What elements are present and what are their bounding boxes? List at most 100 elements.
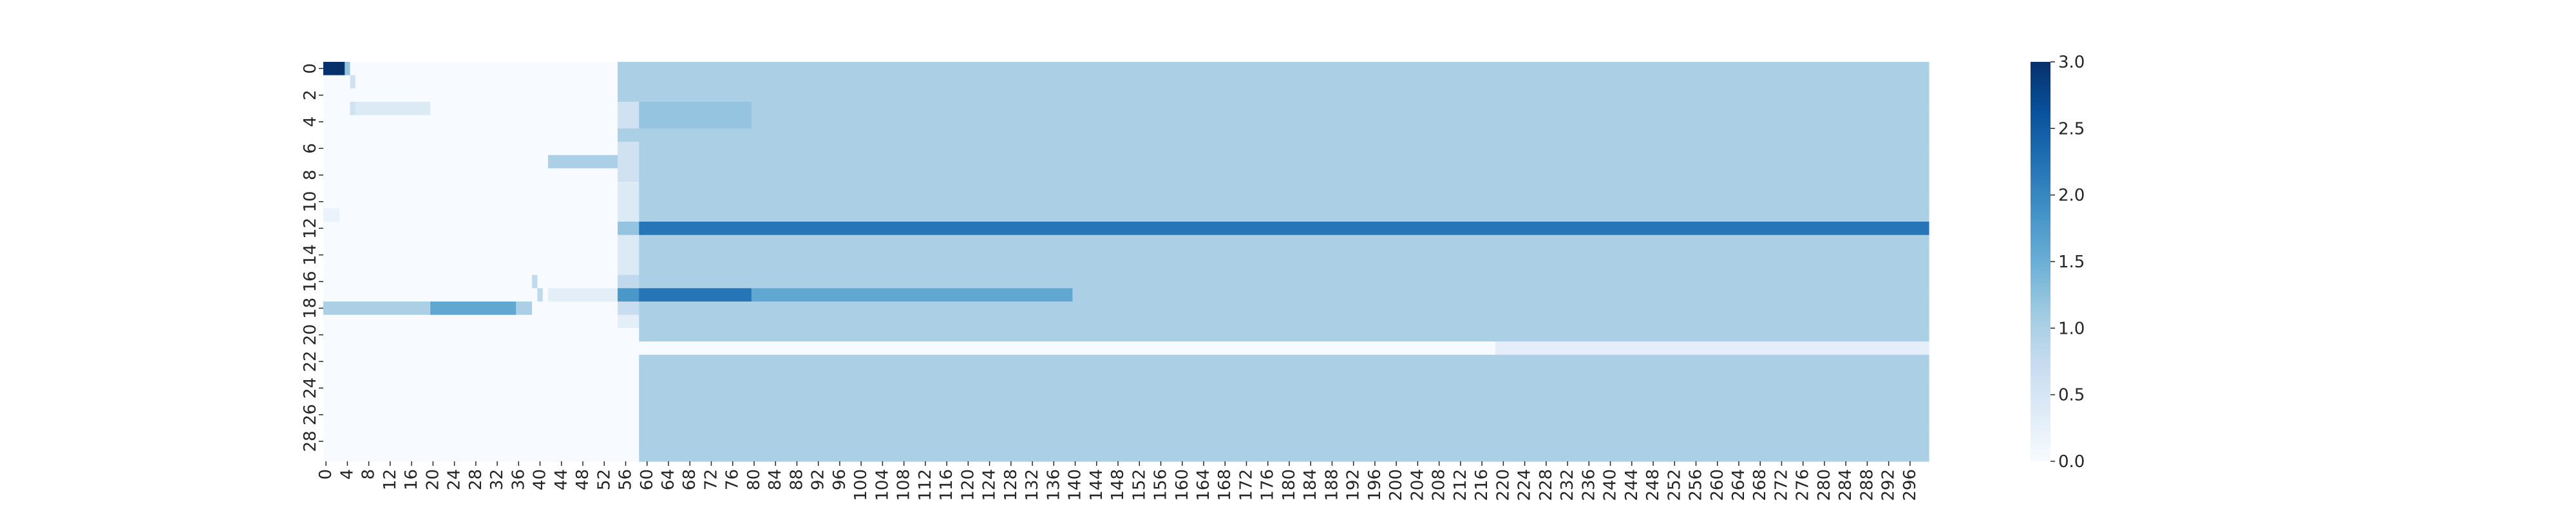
- x-tick-label: 264: [1729, 469, 1748, 501]
- x-tick-label: 168: [1215, 469, 1235, 501]
- heatmap-cell: [639, 288, 752, 302]
- heatmap-cell: [639, 368, 1929, 382]
- colorbar: 0.0 0.5 1.0 1.5 2.0 2.5 3.0: [2031, 53, 2085, 472]
- x-tick-label: 188: [1322, 469, 1341, 501]
- x-tick-label: 152: [1130, 469, 1149, 501]
- heatmap-cell: [323, 142, 618, 156]
- y-tick-label: 22: [301, 350, 320, 372]
- y-tick-label: 10: [301, 191, 320, 212]
- heatmap-cell: [1072, 288, 1929, 302]
- heatmap-cell: [355, 75, 618, 89]
- heatmap-cell: [430, 302, 516, 316]
- heatmap-cell: [323, 102, 351, 116]
- heatmap-cell: [532, 274, 538, 289]
- x-tick-label: 256: [1687, 469, 1706, 501]
- heatmap-cell: [639, 314, 1929, 329]
- heatmap-cell: [323, 168, 618, 182]
- x-tick-label: 88: [787, 469, 806, 490]
- x-tick-label: 16: [402, 469, 421, 490]
- heatmap-cell: [323, 394, 639, 408]
- heatmap-cell: [323, 222, 618, 236]
- y-tick-label: 14: [301, 244, 320, 265]
- heatmap-cell: [639, 115, 752, 129]
- heatmap-cell: [618, 182, 639, 196]
- x-tick-label: 76: [723, 469, 743, 490]
- heatmap-cell: [639, 235, 1929, 249]
- heatmap-cell: [323, 368, 639, 382]
- x-tick-label: 64: [659, 469, 678, 490]
- heatmap-cell: [323, 262, 618, 276]
- heatmap-cell: [618, 102, 639, 116]
- x-tick-label: 200: [1387, 469, 1406, 501]
- heatmap-cell: [639, 262, 1929, 276]
- colorbar-tick-label: 2.5: [2058, 119, 2085, 139]
- x-tick-label: 164: [1194, 469, 1213, 501]
- heatmap-cell: [323, 341, 1496, 356]
- x-tick-label: 72: [701, 469, 721, 490]
- heatmap-cell: [639, 102, 752, 116]
- heatmap-cell: [618, 314, 639, 329]
- x-tick-label: 232: [1558, 469, 1577, 501]
- y-tick-label: 0: [301, 63, 320, 74]
- x-tick-label: 140: [1066, 469, 1085, 501]
- x-tick-label: 132: [1023, 469, 1042, 501]
- y-tick-label: 4: [301, 117, 320, 128]
- heatmap-cell: [345, 62, 351, 76]
- heatmap-cell: [639, 381, 1929, 396]
- x-tick-label: 92: [809, 469, 828, 490]
- colorbar-gradient: [2031, 62, 2050, 461]
- x-tick-label: 48: [573, 469, 592, 490]
- heatmap-cell: [618, 62, 1929, 76]
- x-tick-label: 28: [466, 469, 486, 490]
- heatmap-cell: [323, 288, 538, 302]
- heatmap-cell: [323, 182, 618, 196]
- heatmap-cell: [618, 142, 639, 156]
- y-tick-label: 26: [301, 404, 320, 425]
- y-tick-label: 16: [301, 271, 320, 292]
- x-tick-label: 260: [1708, 469, 1727, 501]
- x-tick-label: 184: [1301, 469, 1320, 501]
- x-tick-label: 116: [937, 469, 956, 501]
- x-tick-label: 80: [744, 469, 764, 490]
- heatmap-cell: [323, 235, 618, 249]
- heatmap-cell: [350, 62, 618, 76]
- heatmap-cell: [323, 208, 340, 222]
- y-tick-label: 12: [301, 218, 320, 239]
- x-tick-label: 44: [552, 469, 571, 490]
- heatmap-cell: [618, 288, 639, 302]
- x-tick-label: 196: [1365, 469, 1385, 501]
- x-tick-label: 192: [1344, 469, 1363, 501]
- x-tick-label: 252: [1665, 469, 1684, 501]
- colorbar-tick-label: 3.0: [2058, 53, 2085, 72]
- x-tick-label: 40: [531, 469, 550, 490]
- y-tick-label: 6: [301, 143, 320, 154]
- heatmap-cell: [618, 195, 639, 209]
- x-tick-label: 148: [1108, 469, 1128, 501]
- x-tick-label: 272: [1772, 469, 1791, 501]
- heatmap-cell: [751, 288, 1073, 302]
- x-tick-label: 108: [895, 469, 914, 501]
- x-tick-label: 68: [680, 469, 699, 490]
- heatmap-cell: [639, 222, 1929, 236]
- y-tick-label: 24: [301, 378, 320, 399]
- heatmap-cell: [639, 328, 1929, 342]
- x-tick-label: 180: [1280, 469, 1299, 501]
- heatmap-cell: [323, 88, 618, 102]
- x-tick-label: 136: [1044, 469, 1063, 501]
- x-tick-label: 220: [1493, 469, 1513, 501]
- heatmap-cell: [339, 208, 618, 222]
- y-tick-label: 28: [301, 430, 320, 452]
- x-tick-label: 240: [1601, 469, 1620, 501]
- heatmap-cell: [355, 102, 431, 116]
- heatmap-cell: [639, 182, 1929, 196]
- x-tick-label: 24: [445, 469, 464, 490]
- heatmap-cell: [323, 75, 351, 89]
- x-tick-label: 244: [1622, 469, 1642, 501]
- x-tick-label: 160: [1173, 469, 1192, 501]
- heatmap-cell: [639, 155, 1929, 169]
- x-tick-label: 204: [1408, 469, 1427, 501]
- heatmap-cell: [323, 248, 618, 262]
- heatmap-cell: [323, 155, 549, 169]
- x-tick-label: 212: [1451, 469, 1470, 501]
